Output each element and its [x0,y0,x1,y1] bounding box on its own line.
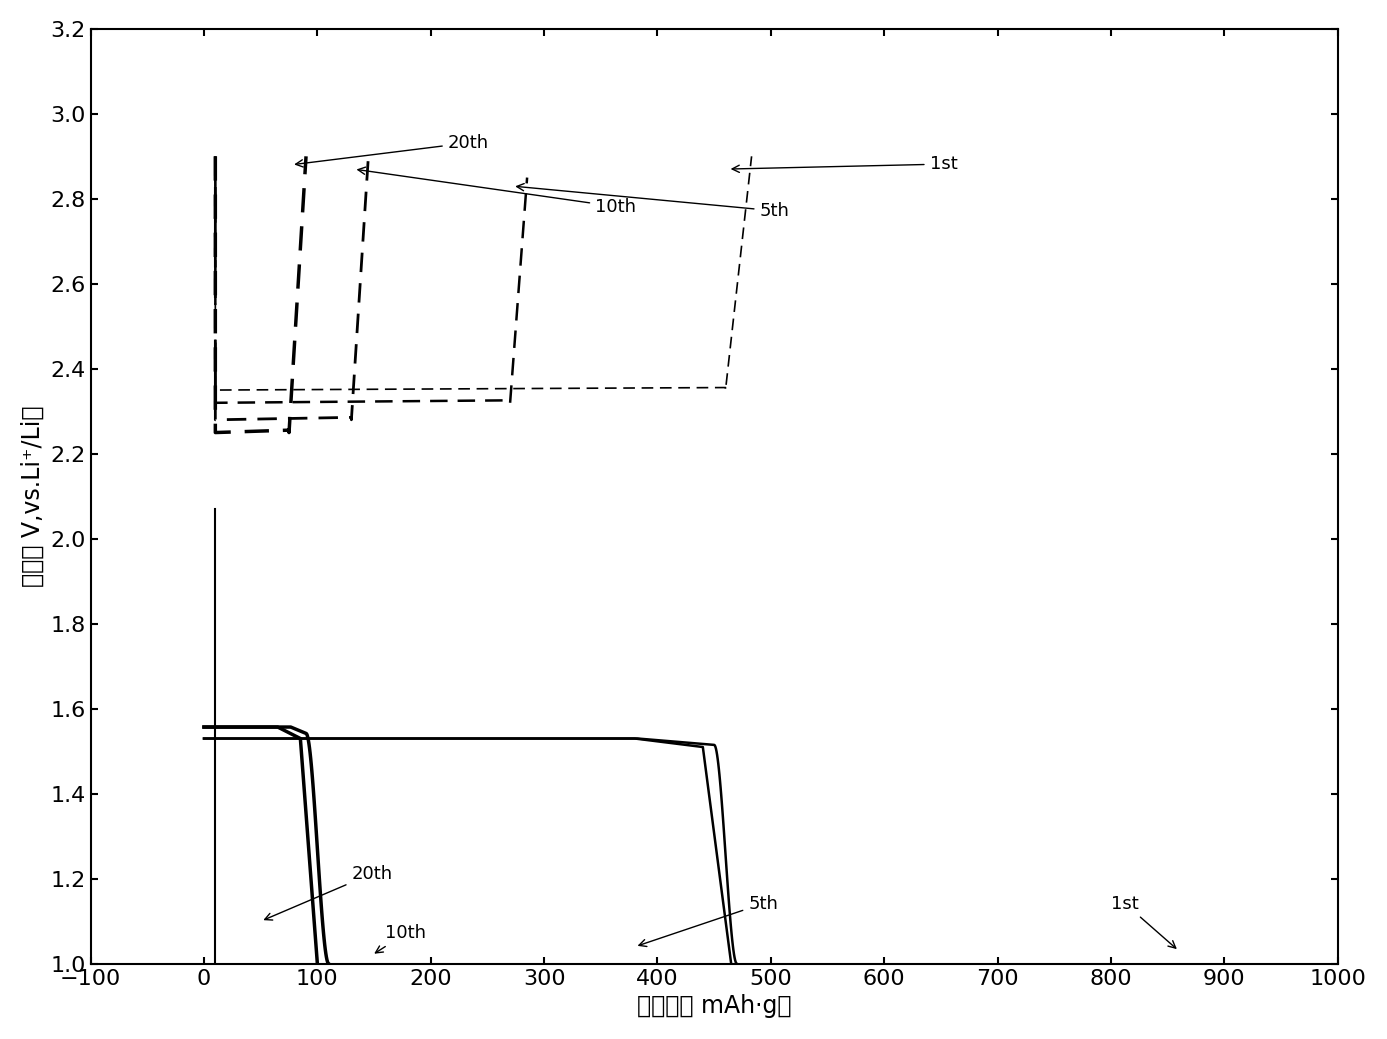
Text: 5th: 5th [517,184,789,220]
Text: 10th: 10th [358,167,637,215]
X-axis label: 比容量（ mAh·g）: 比容量（ mAh·g） [637,994,792,1018]
Text: 5th: 5th [639,895,778,947]
Text: 1st: 1st [732,155,957,174]
Text: 20th: 20th [295,134,488,167]
Text: 10th: 10th [376,925,426,953]
Text: 1st: 1st [1111,895,1176,949]
Text: 20th: 20th [265,864,393,921]
Y-axis label: 电压（ V,vs.Li⁺/Li）: 电压（ V,vs.Li⁺/Li） [21,405,44,587]
